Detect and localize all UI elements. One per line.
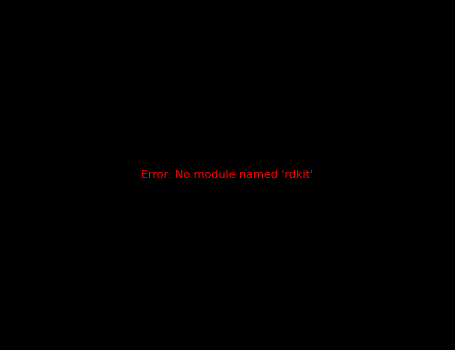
Text: Error: No module named 'rdkit': Error: No module named 'rdkit' <box>141 170 313 180</box>
